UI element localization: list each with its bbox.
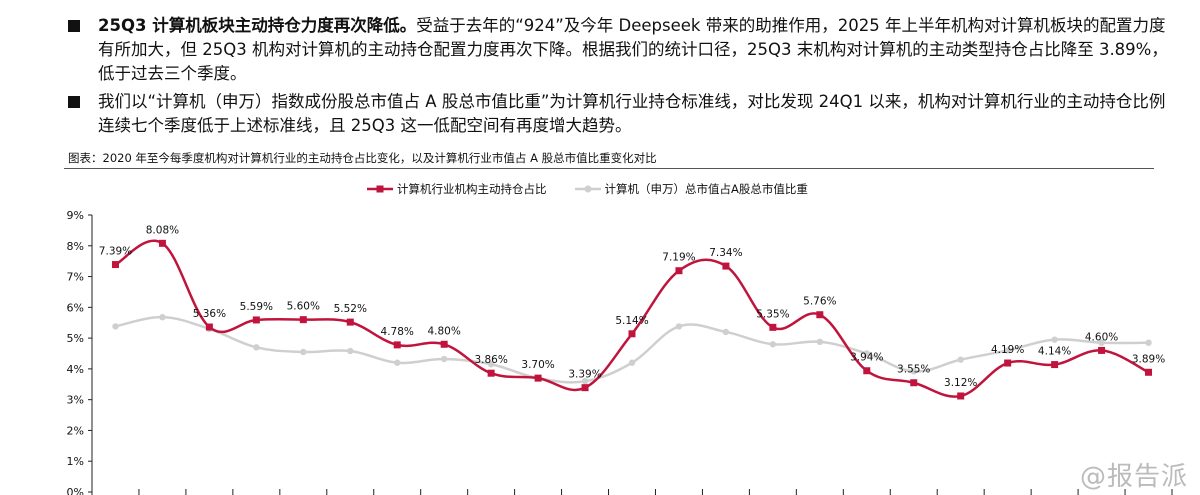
series-marketcap-point [1145,339,1152,346]
series-marketcap-point [722,328,730,336]
data-label: 4.80% [427,325,460,337]
data-label: 3.39% [568,369,601,381]
data-label: 3.86% [474,354,507,366]
data-label: 3.12% [944,377,977,389]
legend-gray-line-circle-icon [574,185,601,193]
y-tick-label: 4% [67,363,84,376]
data-label: 4.60% [1085,331,1118,343]
series-marketcap-point [675,323,683,330]
legend-item-holding: 计算机行业机构主动持仓占比 [367,181,547,197]
series-marketcap-point [769,341,777,348]
series-holding-point [111,261,119,269]
series-holding-point [1098,346,1106,354]
series-holding-point [252,316,260,324]
series-holding-point [1051,361,1059,369]
y-tick-label: 3% [67,394,84,407]
series-holding-point [910,379,918,387]
series-holding-point [299,316,307,324]
series-holding-point [863,367,871,375]
data-label: 5.36% [193,308,226,320]
series-marketcap-point [300,348,307,356]
bullet-list: 25Q3 计算机板块主动持仓力度再次降低。受益于去年的“924”及今年 Deep… [68,14,1168,142]
bullet-2-text: 我们以“计算机（申万）指数成份股总市值占 A 股总市值比重”为计算机行业持仓标准… [98,92,1166,135]
y-tick-label: 5% [67,332,84,345]
series-holding-point [769,323,777,331]
data-label: 7.39% [99,246,132,258]
series-marketcap-point [1098,339,1105,346]
series-marketcap-point [253,344,260,351]
series-marketcap-point [347,347,354,355]
series-marketcap-point [394,359,401,366]
y-tick-label: 2% [67,424,84,437]
series-marketcap-point [487,361,495,368]
series-marketcap-point [1004,347,1011,354]
series-holding-point [205,323,213,331]
series-holding-point [957,392,965,400]
series-holding-point [628,330,636,338]
data-label: 5.52% [334,303,367,315]
legend-label-holding: 计算机行业机构主动持仓占比 [397,182,547,196]
data-label: 3.94% [850,352,883,364]
data-label: 7.19% [662,252,695,264]
series-holding-point [581,384,589,392]
y-tick-label: 7% [67,271,84,284]
caption-divider [64,168,1154,169]
series-holding-point [816,311,824,319]
series-marketcap-point [910,368,917,375]
data-label: 3.70% [521,359,554,371]
series-holding-point [534,374,542,382]
series-marketcap-point [159,313,166,321]
series-marketcap-point [628,359,636,366]
bullet-2: 我们以“计算机（申万）指数成份股总市值占 A 股总市值比重”为计算机行业持仓标准… [68,90,1168,138]
series-marketcap-point [112,323,119,330]
data-label: 4.19% [991,344,1024,356]
series-holding-point [440,340,448,348]
data-label: 5.59% [240,301,273,313]
series-holding-point [1145,368,1153,376]
series-holding-point [346,318,354,326]
series-marketcap-point [1051,336,1058,343]
data-label: 5.60% [287,301,320,313]
data-label: 5.76% [803,296,836,308]
series-holding-point [158,239,166,247]
series-holding-point [1004,359,1012,367]
figure-caption: 图表：2020 年至今每季度机构对计算机行业的主动持仓占比变化，以及计算机行业市… [68,151,657,165]
y-tick-label: 0% [67,486,84,495]
bullet-1-bold: 25Q3 计算机板块主动持仓力度再次降低。 [98,16,417,35]
data-label: 4.14% [1038,346,1071,358]
data-label: 3.55% [897,364,930,376]
data-label: 5.14% [615,315,648,327]
series-holding-point [675,267,683,275]
series-marketcap-point [581,378,589,385]
y-tick-label: 6% [67,301,84,314]
series-marketcap-point [440,355,448,363]
data-label: 3.89% [1132,353,1165,365]
bullet-square-icon [68,20,80,32]
bullet-1-text: 受益于去年的“924”及今年 Deepseek 带来的助推作用，2025 年上半… [98,16,1168,83]
legend-red-line-square-icon [367,185,393,193]
bullet-1: 25Q3 计算机板块主动持仓力度再次降低。受益于去年的“924”及今年 Deep… [68,14,1168,86]
series-holding-point [393,341,401,349]
bullet-square-icon [68,96,80,108]
chart-legend: 计算机行业机构主动持仓占比 计算机（申万）总市值占A股总市值比重 [367,181,836,197]
data-label: 7.34% [709,247,742,259]
data-label: 5.35% [756,308,789,320]
series-marketcap-point [863,350,870,357]
y-tick-label: 1% [67,455,84,468]
series-holding-point [722,262,730,270]
y-tick-label: 9% [67,209,84,222]
watermark: @报告派 [1079,462,1188,492]
legend-label-marketcap: 计算机（申万）总市值占A股总市值比重 [604,182,808,196]
y-tick-label: 8% [67,240,84,253]
series-holding-point [487,369,495,377]
data-label: 4.78% [381,326,414,338]
data-label: 8.08% [146,224,179,236]
legend-item-marketcap: 计算机（申万）总市值占A股总市值比重 [574,181,808,197]
series-marketcap-point [816,338,824,346]
series-marketcap-point [957,356,964,363]
